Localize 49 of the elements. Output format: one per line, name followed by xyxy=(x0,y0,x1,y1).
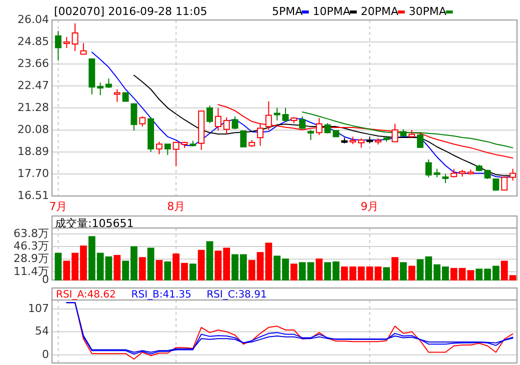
bar xyxy=(147,248,154,280)
y-tick-label: 23.66 xyxy=(18,56,49,70)
x-tick-label: 7月 xyxy=(49,200,68,214)
y-tick-label: 17.70 xyxy=(18,167,49,180)
candlestick xyxy=(257,122,264,146)
legend-label: 10PMA xyxy=(312,5,351,18)
y-tick-label: 46.3万 xyxy=(14,240,49,253)
y-tick-label: 54 xyxy=(35,324,49,338)
bar xyxy=(189,264,196,280)
y-tick-label: 22.47 xyxy=(18,78,49,92)
candlestick xyxy=(72,22,78,52)
bar xyxy=(467,270,474,280)
bar xyxy=(408,266,416,280)
bar xyxy=(156,260,163,280)
bar xyxy=(316,258,323,280)
y-tick-label: 0 xyxy=(42,348,49,361)
bar xyxy=(198,250,205,280)
x-tick-label: 8月 xyxy=(167,200,186,214)
y-tick-label: 24.85 xyxy=(18,34,49,48)
bar xyxy=(114,254,121,280)
y-tick-label: 18.89 xyxy=(18,145,49,158)
y-tick-label: 63.8万 xyxy=(14,226,49,240)
bar xyxy=(383,267,390,280)
legend-label: 20PMA xyxy=(360,5,399,18)
x-tick-label: 9月 xyxy=(360,200,379,214)
y-tick-label: 20.08 xyxy=(18,123,49,136)
bar xyxy=(164,261,172,280)
bar xyxy=(138,257,146,280)
bar xyxy=(105,256,112,280)
y-tick-label: 28.9万 xyxy=(14,252,49,266)
y-tick-label: 16.51 xyxy=(18,189,49,202)
text: RSI_C:38.91 xyxy=(206,290,267,301)
candlestick xyxy=(54,30,62,62)
bar xyxy=(391,257,398,280)
bar xyxy=(290,264,298,280)
line-series xyxy=(218,104,514,158)
y-tick-label: 107 xyxy=(28,302,49,316)
chart-title: [002070] 2016-09-28 11:05 xyxy=(54,5,208,18)
bar xyxy=(400,262,407,280)
y-tick-label: 11.4万 xyxy=(14,264,49,278)
legend-label: 30PMA xyxy=(408,5,447,18)
legend-label: 5PMA xyxy=(272,5,304,18)
bar xyxy=(54,252,62,280)
y-tick-label: 26.04 xyxy=(18,13,49,26)
bar xyxy=(206,241,214,280)
text: RSI_B:41.35 xyxy=(131,290,192,301)
series-label: RSI_A:48.62 xyxy=(56,290,116,301)
line-series xyxy=(302,111,514,148)
y-tick-label: 21.28 xyxy=(18,100,49,114)
